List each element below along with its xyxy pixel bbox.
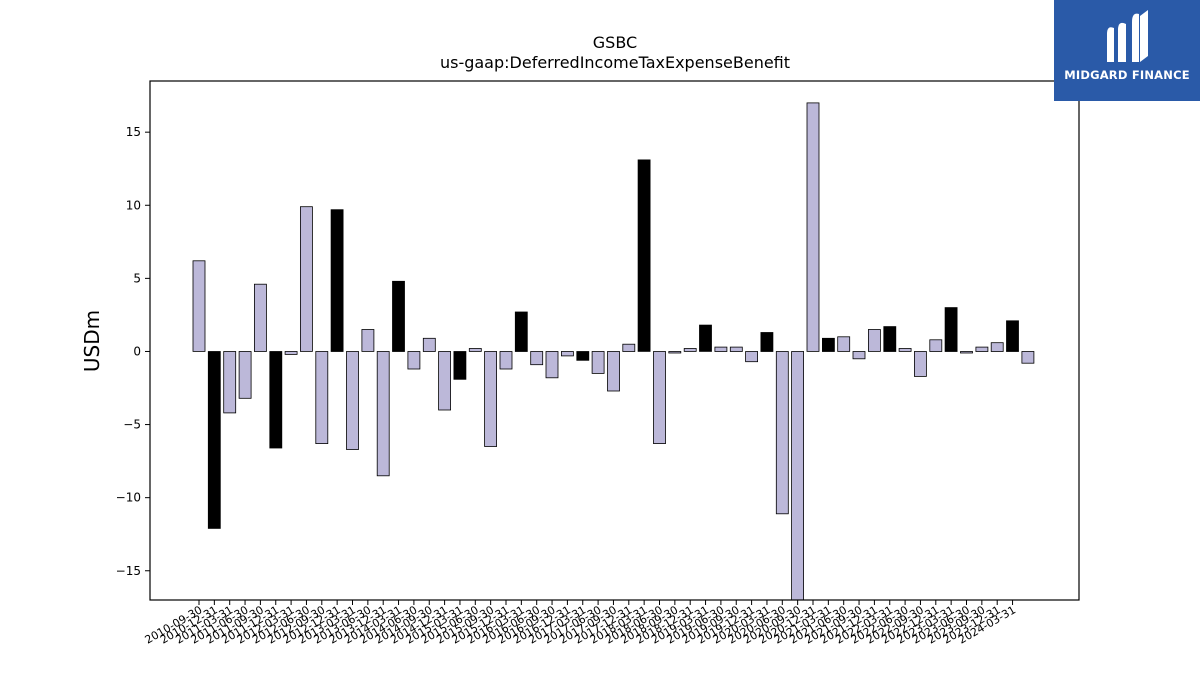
logo-text: MIDGARD FINANCE: [1064, 68, 1190, 82]
bar-4: [253, 283, 267, 352]
bar-39: [791, 351, 804, 601]
bar-24: [561, 351, 574, 357]
y-tick-label: 0: [133, 344, 141, 358]
bar-54: [1021, 351, 1035, 364]
bar-8: [315, 351, 329, 444]
bar-17: [453, 351, 467, 380]
y-tick-label: −5: [123, 418, 141, 432]
bar-47: [914, 351, 927, 377]
bar-2: [223, 351, 237, 414]
bar-44: [868, 329, 881, 352]
bar-15: [422, 337, 436, 352]
bar-42: [837, 336, 851, 352]
bar-18: [468, 348, 482, 352]
y-tick-label: −10: [116, 491, 141, 505]
chart-title: GSBC: [593, 33, 637, 52]
bar-45: [883, 326, 897, 352]
bars-group: [192, 102, 1035, 601]
bar-3: [238, 351, 252, 399]
chart-subtitle: us-gaap:DeferredIncomeTaxExpenseBenefit: [440, 53, 790, 72]
bar-1: [207, 351, 221, 529]
bar-23: [545, 351, 559, 379]
y-ticks-group: −15 −10 −5 0 5 10 15: [116, 125, 150, 578]
bar-10: [346, 351, 359, 450]
bar-32: [683, 348, 697, 352]
bar-40: [806, 102, 820, 352]
bar-13: [392, 280, 405, 352]
bar-19: [484, 351, 498, 447]
bar-31: [668, 351, 682, 354]
plot-frame: [149, 80, 1080, 601]
brand-logo: MIDGARD FINANCE: [1054, 0, 1200, 101]
bar-43: [852, 351, 866, 360]
bar-29: [637, 159, 651, 352]
bar-50: [960, 351, 973, 354]
bar-37: [760, 332, 774, 352]
bar-27: [607, 351, 620, 392]
bar-25: [576, 351, 590, 361]
bar-26: [591, 351, 605, 374]
bar-52: [990, 342, 1004, 352]
bar-53: [1006, 320, 1019, 352]
bar-36: [745, 351, 758, 363]
bar-7: [299, 206, 313, 352]
y-axis-label: USDm: [80, 310, 104, 372]
y-tick-label: 10: [126, 198, 141, 212]
bar-20: [499, 351, 513, 370]
bar-28: [622, 343, 636, 352]
bar-30: [653, 351, 666, 444]
bar-6: [284, 351, 298, 355]
bar-14: [407, 351, 421, 370]
y-tick-label: 5: [133, 271, 141, 285]
bar-12: [376, 351, 390, 477]
bar-38: [775, 351, 789, 515]
bar-21: [514, 311, 528, 352]
bar-5: [269, 351, 283, 449]
y-tick-label: 15: [126, 125, 141, 139]
bar-46: [898, 348, 912, 352]
bar-16: [438, 351, 452, 411]
bar-0: [192, 260, 206, 352]
bar-48: [929, 339, 943, 352]
x-ticks-group: 2010-09-302010-12-312011-03-312011-06-30…: [143, 600, 1018, 647]
bar-49: [944, 307, 958, 352]
bar-51: [975, 346, 989, 352]
bar-33: [699, 324, 712, 352]
bar-22: [530, 351, 544, 366]
bar-34: [714, 346, 728, 352]
bar-9: [330, 209, 344, 352]
bar-41: [822, 337, 835, 352]
bar-35: [729, 346, 743, 352]
y-tick-label: −15: [116, 564, 141, 578]
logo-mark-icon: [1107, 10, 1148, 62]
bar-11: [361, 329, 375, 352]
